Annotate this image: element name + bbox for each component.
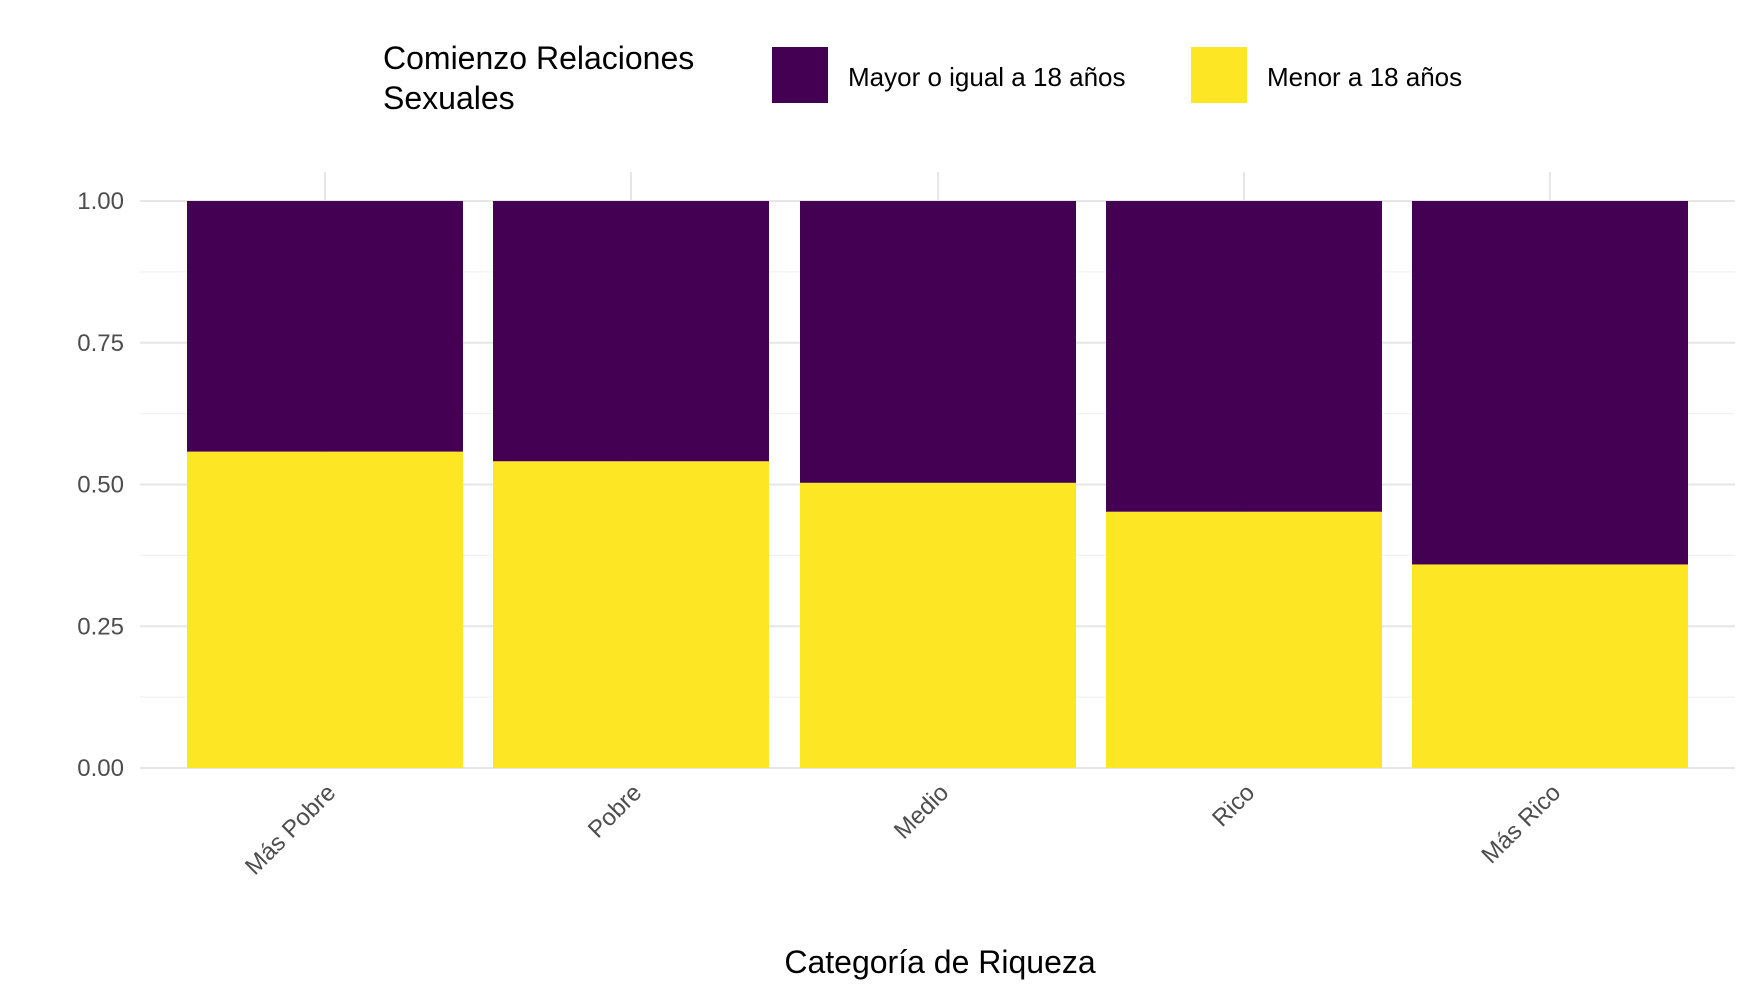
y-tick-label: 0.50: [77, 472, 124, 499]
bar-segment: [1412, 201, 1688, 565]
x-tick-label: Rico: [1207, 779, 1260, 832]
legend-label-menor: Menor a 18 años: [1267, 62, 1462, 92]
legend-swatch-menor: [1191, 47, 1247, 103]
bar-segment: [800, 201, 1076, 483]
y-tick-label: 0.00: [77, 755, 124, 782]
bar-segment: [493, 201, 769, 462]
bar-segment: [1106, 511, 1382, 768]
bar-segment: [493, 461, 769, 768]
x-axis: Más Pobre Pobre Medio Rico Más Rico: [240, 779, 1566, 880]
bar-segment: [800, 482, 1076, 768]
legend-swatch-mayor: [772, 47, 828, 103]
bar-segment: [1106, 201, 1382, 512]
bars: [187, 201, 1688, 768]
x-axis-title: Categoría de Riqueza: [784, 944, 1096, 980]
legend: Comienzo Relaciones Sexuales Mayor o igu…: [383, 40, 1462, 116]
y-axis: 0.00 0.25 0.50 0.75 1.00: [77, 188, 124, 782]
bar-segment: [187, 201, 463, 452]
bar-segment: [187, 451, 463, 768]
legend-title: Comienzo Relaciones: [383, 40, 694, 76]
y-tick-label: 1.00: [77, 188, 124, 215]
legend-label-mayor: Mayor o igual a 18 años: [848, 62, 1126, 92]
x-tick-label: Pobre: [583, 779, 647, 843]
x-tick-label: Más Pobre: [240, 779, 341, 880]
x-tick-label: Medio: [889, 779, 954, 844]
x-tick-label: Más Rico: [1476, 779, 1566, 869]
y-tick-label: 0.75: [77, 330, 124, 357]
y-tick-label: 0.25: [77, 613, 124, 640]
legend-title-line-2: Sexuales: [383, 80, 515, 116]
bar-segment: [1412, 564, 1688, 768]
